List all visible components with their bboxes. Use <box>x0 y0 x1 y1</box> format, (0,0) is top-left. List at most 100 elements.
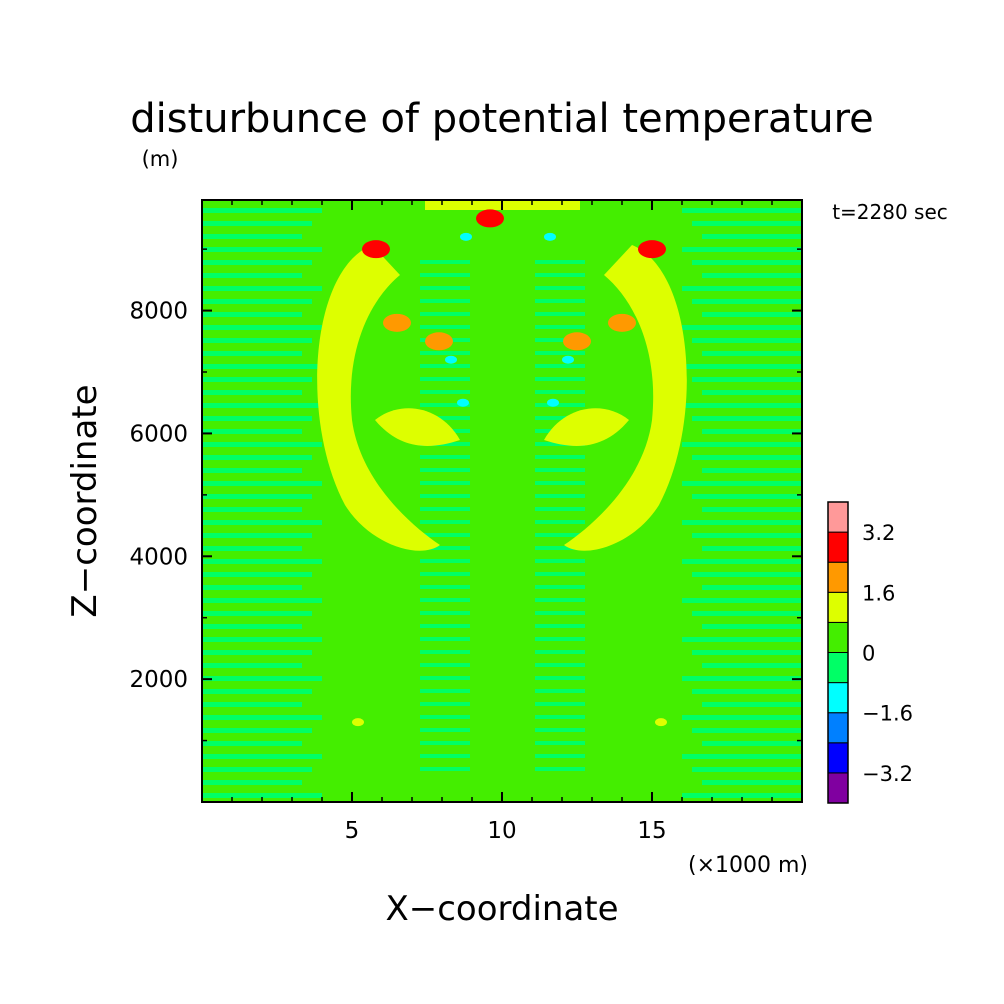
stripe-center <box>420 364 470 368</box>
stripe-center <box>535 403 585 407</box>
y-tick-label: 6000 <box>129 421 188 447</box>
x-axis-label: X−coordinate <box>385 889 618 929</box>
stripe-left <box>202 585 302 590</box>
stripe-center <box>535 416 585 420</box>
stripe-left <box>202 273 302 278</box>
stripe-center <box>535 377 585 381</box>
warm-arc-right <box>564 245 687 551</box>
y-tick-label: 4000 <box>129 544 188 570</box>
contour-plot <box>202 200 802 802</box>
stripe-center <box>535 468 585 472</box>
field-feature <box>383 313 411 332</box>
stripe-right <box>702 741 802 746</box>
y-tick-label: 8000 <box>129 299 188 325</box>
stripe-left <box>202 247 322 252</box>
stripe-center <box>535 364 585 368</box>
stripe-left <box>202 611 312 616</box>
colorbar-tick-label: 0 <box>862 642 875 666</box>
stripe-right <box>702 234 802 239</box>
stripe-center <box>420 702 470 706</box>
stripe-left <box>202 351 302 356</box>
stripe-center <box>420 286 470 290</box>
field-features <box>317 200 687 727</box>
stripe-center <box>535 546 585 550</box>
stripe-left <box>202 780 302 785</box>
stripe-left <box>202 260 312 265</box>
stripe-right <box>702 702 802 707</box>
stripe-left <box>202 416 312 421</box>
stripe-right <box>692 611 802 616</box>
colorbar-frame <box>827 501 849 804</box>
stripe-left <box>202 507 302 512</box>
field-feature <box>544 232 556 241</box>
stripe-left <box>202 741 302 746</box>
warm-lobe-right <box>544 408 629 446</box>
stripe-right <box>682 286 802 291</box>
x-tick-label: 5 <box>345 818 360 844</box>
stripe-right <box>702 429 802 434</box>
colorbar-tick-label: −3.2 <box>862 762 913 786</box>
stripe-left <box>202 546 302 551</box>
field-feature <box>655 718 667 727</box>
x-axis: 5 10 15 <box>231 200 773 844</box>
stripe-center <box>535 273 585 277</box>
stripe-left <box>202 559 322 564</box>
field-feature <box>362 240 390 259</box>
stripe-center <box>535 286 585 290</box>
stripe-center <box>420 559 470 563</box>
stripe-right <box>692 494 802 499</box>
stripe-left <box>202 572 312 577</box>
stripe-left <box>202 442 322 447</box>
stripe-left <box>202 221 312 226</box>
stripe-right <box>682 403 802 408</box>
x-unit-note: (×1000 m) <box>688 853 808 878</box>
stripe-right <box>702 390 802 395</box>
colorbar-swatch <box>827 772 849 804</box>
stripe-center <box>420 611 470 615</box>
stripe-center <box>420 312 470 316</box>
stripe-right <box>692 260 802 265</box>
stripe-center <box>420 468 470 472</box>
stripe-right <box>682 520 802 525</box>
stripe-center <box>420 676 470 680</box>
stripe-right <box>692 299 802 304</box>
stripe-right <box>702 585 802 590</box>
stripe-right <box>682 442 802 447</box>
colorbar-swatch <box>827 742 849 774</box>
colorbar-tick-label: 3.2 <box>862 521 895 545</box>
stripe-right <box>682 364 802 369</box>
colorbar: −3.2 −1.6 0 1.6 3.2 <box>827 501 913 804</box>
stripe-left <box>202 793 322 798</box>
stripe-right <box>702 780 802 785</box>
stripe-right <box>692 416 802 421</box>
warm-lobe-left <box>375 408 460 446</box>
stripe-center <box>535 702 585 706</box>
stripe-right <box>682 481 802 486</box>
stripe-right <box>692 455 802 460</box>
stripe-right <box>682 676 802 681</box>
stripe-right <box>692 572 802 577</box>
stripe-center <box>420 689 470 693</box>
stripe-center <box>535 663 585 667</box>
stripe-center <box>420 403 470 407</box>
stripe-left <box>202 702 302 707</box>
stripe-left <box>202 429 302 434</box>
stripe-left <box>202 715 322 720</box>
colorbar-swatch <box>827 652 849 684</box>
stripe-left <box>202 338 312 343</box>
field-feature <box>352 718 364 727</box>
stripe-left <box>202 455 312 460</box>
stripe-center <box>535 767 585 771</box>
stripe-center <box>420 715 470 719</box>
stripe-right <box>682 325 802 330</box>
stripe-center <box>420 572 470 576</box>
field-bands <box>202 208 802 798</box>
stripe-center <box>535 325 585 329</box>
stripe-center <box>420 416 470 420</box>
stripe-center <box>420 546 470 550</box>
stripe-right <box>682 715 802 720</box>
stripe-center <box>420 325 470 329</box>
field-feature <box>563 332 591 351</box>
stripe-right <box>702 273 802 278</box>
stripe-center <box>535 572 585 576</box>
